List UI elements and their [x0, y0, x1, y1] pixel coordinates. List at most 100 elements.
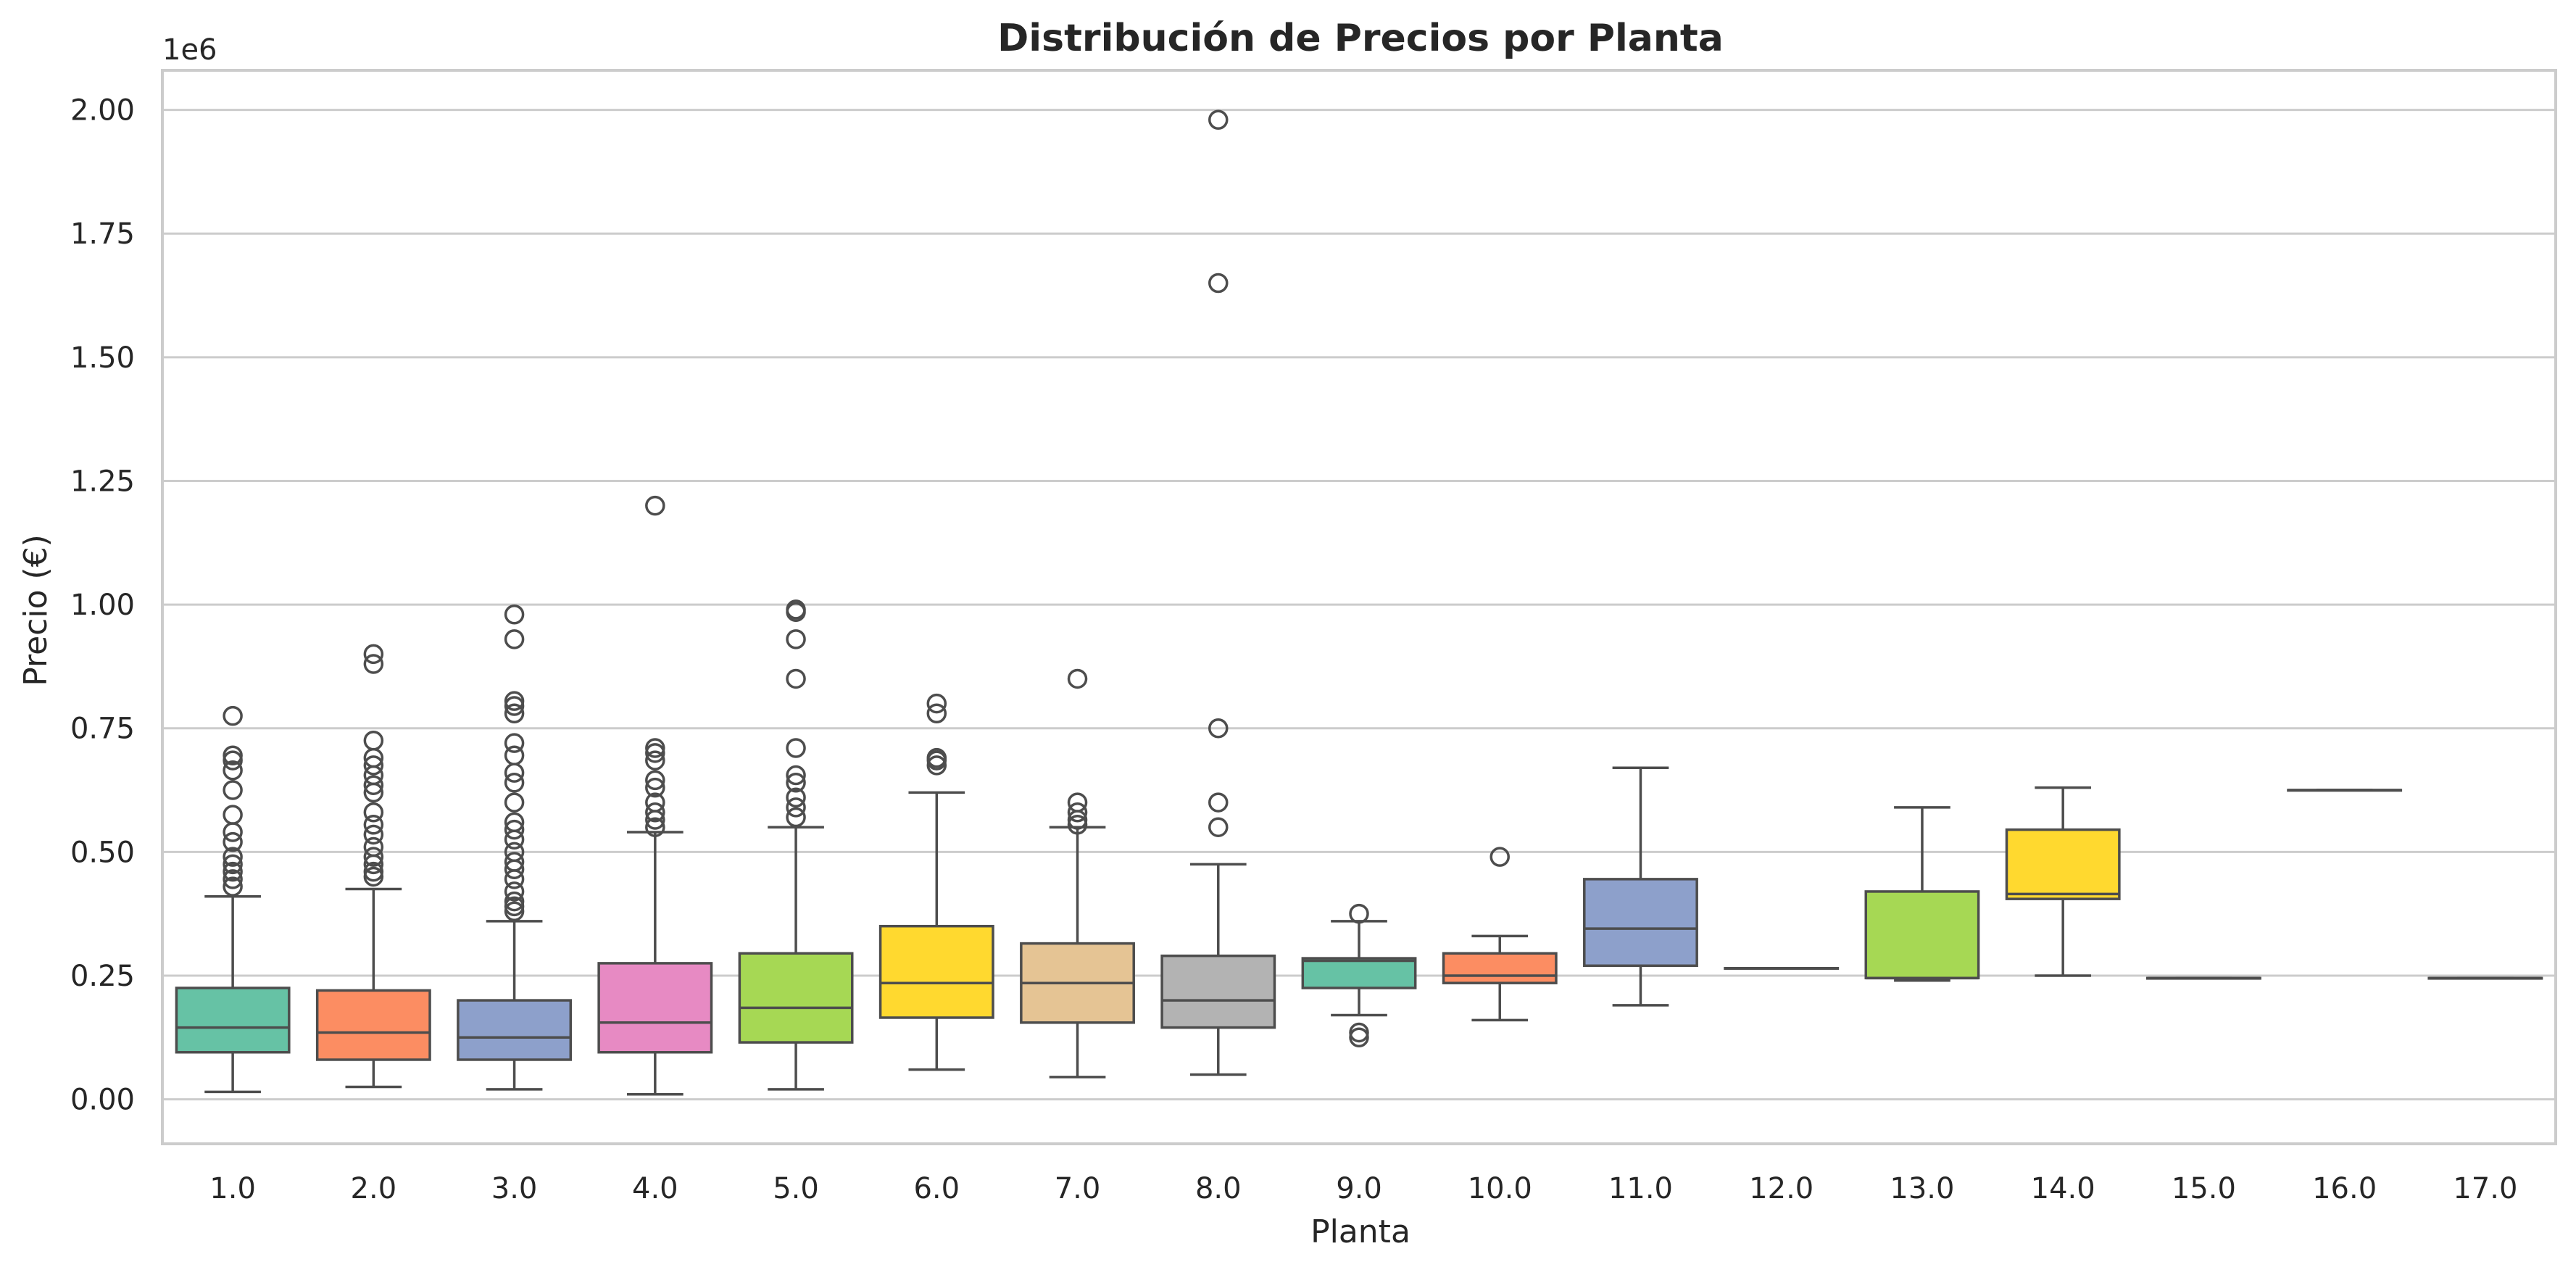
outlier-point [504, 604, 525, 625]
y-axis-label: Precio (€) [17, 534, 54, 686]
spine-layer [161, 69, 2557, 1145]
y-tick-label: 1.75 [70, 217, 135, 251]
grid-layer [162, 109, 2556, 1101]
outlier-point [786, 599, 806, 620]
outlier-point [223, 861, 243, 882]
outlier-point [223, 854, 243, 875]
outlier-point [223, 750, 243, 771]
outlier-point [223, 847, 243, 867]
outlier-point [504, 629, 525, 649]
outlier-point [926, 755, 947, 776]
y-tick-label: 0.25 [70, 960, 135, 993]
box-group [1583, 766, 1698, 1007]
box-iqr [457, 999, 573, 1061]
x-tick-label: 4.0 [632, 1172, 678, 1205]
outlier-point [363, 654, 384, 674]
outlier-point [504, 745, 525, 765]
outlier-point [1067, 802, 1088, 823]
outlier-point [645, 792, 665, 813]
box-group [2145, 976, 2261, 980]
x-tick-label: 2.0 [351, 1172, 397, 1205]
outlier-point [223, 805, 243, 825]
outlier-point [363, 866, 384, 887]
outlier-point [504, 852, 525, 872]
box-group [2005, 786, 2121, 977]
outlier-point [363, 815, 384, 835]
outlier-point [363, 836, 384, 857]
outlier-point [786, 738, 806, 758]
outlier-point [504, 819, 525, 840]
y-tick-label: 0.00 [70, 1084, 135, 1117]
outlier-point [645, 743, 665, 763]
box-group [1442, 934, 1558, 1022]
outlier-point [363, 861, 384, 882]
x-tick-label: 12.0 [1749, 1172, 1813, 1205]
outlier-point [504, 703, 525, 723]
box-group [457, 920, 573, 1091]
x-tick-label: 9.0 [1336, 1172, 1382, 1205]
box-iqr [1301, 957, 1417, 989]
outlier-point [504, 812, 525, 833]
x-tick-label: 13.0 [1890, 1172, 1954, 1205]
outlier-point [363, 731, 384, 751]
box-group [2287, 789, 2403, 792]
x-tick-label: 7.0 [1055, 1172, 1101, 1205]
box-iqr [597, 962, 713, 1054]
outlier-point [1349, 1027, 1369, 1048]
outlier-point [504, 842, 525, 863]
outlier-point [786, 773, 806, 793]
outlier-point [786, 629, 806, 649]
x-tick-label: 11.0 [1608, 1172, 1673, 1205]
outlier-point [1067, 815, 1088, 835]
x-tick-label: 3.0 [491, 1172, 538, 1205]
box-group [315, 887, 431, 1089]
box-iqr [315, 989, 431, 1061]
outlier-point [363, 847, 384, 867]
box-iqr [1583, 878, 1698, 968]
outlier-point [363, 775, 384, 795]
box-group [1160, 863, 1276, 1076]
outlier-point [504, 896, 525, 917]
outlier-point [1208, 109, 1229, 130]
outlier-point [786, 807, 806, 828]
outlier-point [645, 738, 665, 758]
x-tick-label: 16.0 [2312, 1172, 2377, 1205]
box-iqr [1442, 952, 1558, 984]
outlier-point [223, 831, 243, 852]
box-iqr [1160, 954, 1276, 1029]
box-iqr [878, 924, 994, 1019]
outlier-point [926, 747, 947, 768]
x-tick-label: 6.0 [913, 1172, 960, 1205]
outlier-point [1208, 273, 1229, 294]
box-iqr [1864, 890, 1980, 980]
box-group [1864, 806, 1980, 982]
outlier-point [363, 644, 384, 665]
outlier-point [504, 881, 525, 902]
outlier-point [645, 495, 665, 516]
outlier-point [1489, 847, 1510, 867]
outlier-point [223, 780, 243, 800]
box-group [1724, 966, 1840, 970]
outlier-point [504, 901, 525, 921]
outlier-point [926, 703, 947, 723]
y-tick-label: 1.25 [70, 465, 135, 498]
outlier-point [504, 891, 525, 912]
outlier-point [223, 869, 243, 889]
y-tick-label: 1.00 [70, 589, 135, 622]
outlier-point [363, 802, 384, 823]
outlier-point [1208, 817, 1229, 837]
box-layer [175, 766, 2543, 1096]
x-tick-label: 1.0 [209, 1172, 256, 1205]
y-axis-offset-label: 1e6 [162, 33, 217, 67]
outlier-point [786, 797, 806, 818]
outlier-point [1208, 718, 1229, 739]
x-tick-label: 14.0 [2031, 1172, 2095, 1205]
outlier-point [645, 770, 665, 791]
y-tick-label: 2.00 [70, 94, 135, 128]
x-tick-label: 17.0 [2453, 1172, 2517, 1205]
box-group [1301, 920, 1417, 1017]
box-iqr [2005, 828, 2121, 900]
x-axis-label: Planta [1310, 1213, 1410, 1250]
outlier-point [1067, 668, 1088, 689]
